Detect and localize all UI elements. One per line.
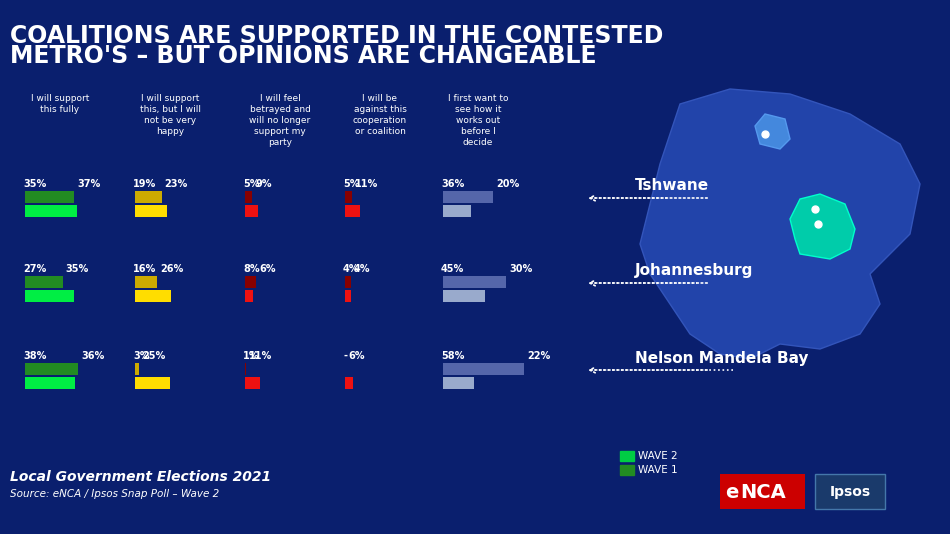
FancyBboxPatch shape <box>135 205 167 217</box>
Text: 45%: 45% <box>441 264 465 274</box>
Text: 36%: 36% <box>441 179 465 189</box>
FancyBboxPatch shape <box>620 465 634 475</box>
FancyBboxPatch shape <box>815 474 885 509</box>
Text: WAVE 1: WAVE 1 <box>638 465 677 475</box>
Text: I will be
against this
cooperation
or coalition: I will be against this cooperation or co… <box>353 94 407 136</box>
Text: 35%: 35% <box>66 264 89 274</box>
FancyBboxPatch shape <box>245 276 256 288</box>
Text: 19%: 19% <box>133 179 156 189</box>
Text: 6%: 6% <box>348 351 365 361</box>
FancyBboxPatch shape <box>245 377 260 389</box>
FancyBboxPatch shape <box>135 191 162 203</box>
Text: 20%: 20% <box>497 179 520 189</box>
Text: I will support
this, but I will
not be very
happy: I will support this, but I will not be v… <box>140 94 200 136</box>
FancyBboxPatch shape <box>345 290 351 302</box>
Text: Ipsos: Ipsos <box>829 485 870 499</box>
FancyBboxPatch shape <box>345 191 352 203</box>
Text: Local Government Elections 2021: Local Government Elections 2021 <box>10 470 271 484</box>
Text: 9%: 9% <box>255 179 272 189</box>
Text: NCA: NCA <box>740 483 786 501</box>
FancyBboxPatch shape <box>245 205 257 217</box>
FancyBboxPatch shape <box>25 191 74 203</box>
Text: 58%: 58% <box>441 351 465 361</box>
Text: 22%: 22% <box>527 351 550 361</box>
FancyBboxPatch shape <box>443 276 506 288</box>
Text: 27%: 27% <box>23 264 47 274</box>
FancyBboxPatch shape <box>245 363 246 375</box>
Polygon shape <box>790 194 855 259</box>
Text: Tshwane: Tshwane <box>635 178 709 193</box>
Text: 4%: 4% <box>353 264 370 274</box>
Text: 3%: 3% <box>133 351 149 361</box>
Text: e: e <box>725 483 738 501</box>
Text: 30%: 30% <box>509 264 532 274</box>
FancyBboxPatch shape <box>443 191 493 203</box>
FancyBboxPatch shape <box>25 290 74 302</box>
Text: 5%: 5% <box>243 179 259 189</box>
FancyBboxPatch shape <box>345 377 353 389</box>
Text: 25%: 25% <box>142 351 165 361</box>
Text: 35%: 35% <box>23 179 47 189</box>
FancyBboxPatch shape <box>135 377 170 389</box>
Text: 8%: 8% <box>243 264 259 274</box>
Text: 26%: 26% <box>161 264 183 274</box>
FancyBboxPatch shape <box>443 205 471 217</box>
FancyBboxPatch shape <box>25 363 78 375</box>
Text: Johannesburg: Johannesburg <box>635 263 753 279</box>
Text: 36%: 36% <box>81 351 104 361</box>
Text: WAVE 2: WAVE 2 <box>638 451 677 461</box>
FancyBboxPatch shape <box>135 363 140 375</box>
Text: 16%: 16% <box>133 264 156 274</box>
FancyBboxPatch shape <box>25 205 77 217</box>
Polygon shape <box>640 89 920 359</box>
FancyBboxPatch shape <box>720 474 805 509</box>
Text: 6%: 6% <box>259 264 276 274</box>
FancyBboxPatch shape <box>443 377 474 389</box>
Text: 4%: 4% <box>343 264 359 274</box>
FancyBboxPatch shape <box>135 276 158 288</box>
Polygon shape <box>755 114 790 149</box>
Text: I will feel
betrayed and
will no longer
support my
party: I will feel betrayed and will no longer … <box>249 94 311 147</box>
FancyBboxPatch shape <box>245 290 254 302</box>
Text: METRO'S – BUT OPINIONS ARE CHANGEABLE: METRO'S – BUT OPINIONS ARE CHANGEABLE <box>10 44 597 68</box>
FancyBboxPatch shape <box>245 191 252 203</box>
Text: 38%: 38% <box>23 351 47 361</box>
Text: I will support
this fully: I will support this fully <box>30 94 89 114</box>
Text: 11%: 11% <box>355 179 378 189</box>
Text: Nelson Mandela Bay: Nelson Mandela Bay <box>635 350 808 365</box>
Text: 23%: 23% <box>164 179 188 189</box>
FancyBboxPatch shape <box>135 290 171 302</box>
FancyBboxPatch shape <box>443 363 524 375</box>
Text: -: - <box>343 351 347 361</box>
FancyBboxPatch shape <box>620 451 634 461</box>
Text: 5%: 5% <box>343 179 359 189</box>
Text: COALITIONS ARE SUPPORTED IN THE CONTESTED: COALITIONS ARE SUPPORTED IN THE CONTESTE… <box>10 24 663 48</box>
FancyBboxPatch shape <box>345 205 360 217</box>
FancyBboxPatch shape <box>443 290 485 302</box>
Text: 11%: 11% <box>250 351 273 361</box>
Text: Source: eNCA / Ipsos Snap Poll – Wave 2: Source: eNCA / Ipsos Snap Poll – Wave 2 <box>10 489 219 499</box>
Text: I first want to
see how it
works out
before I
decide: I first want to see how it works out bef… <box>447 94 508 147</box>
Text: 1%: 1% <box>243 351 259 361</box>
Text: 37%: 37% <box>77 179 101 189</box>
FancyBboxPatch shape <box>25 377 75 389</box>
FancyBboxPatch shape <box>345 276 351 288</box>
FancyBboxPatch shape <box>25 276 63 288</box>
